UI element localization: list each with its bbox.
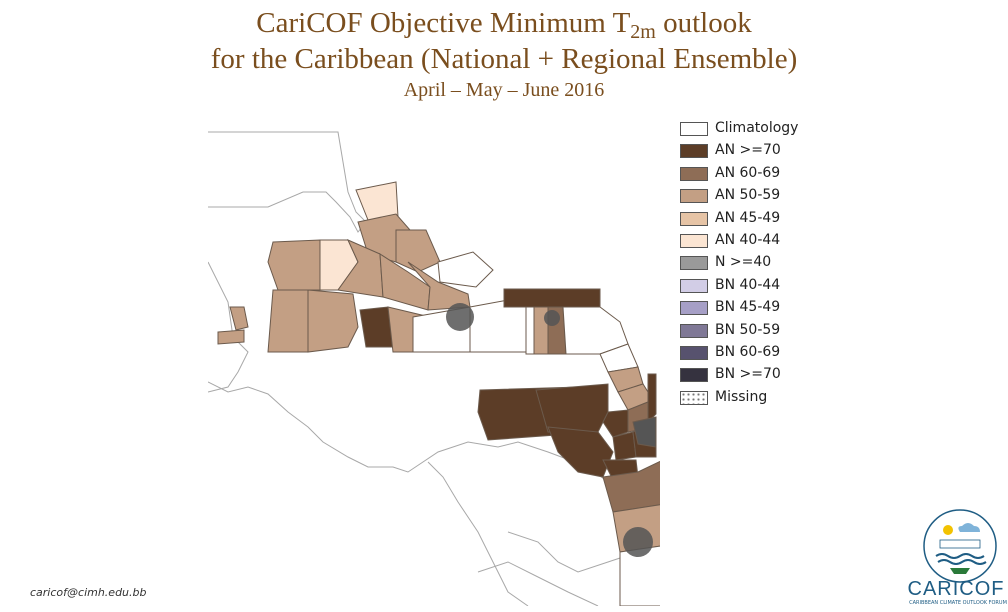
south-america-outline [427,461,529,606]
map-title-line-2: for the Caribbean (National + Regional E… [210,43,798,75]
region-colombia-coast [535,383,609,433]
contact-email: caricof@cimh.edu.bb [30,586,147,599]
legend-item: BN 50-59 [680,322,840,344]
legend-swatch [680,233,708,248]
region-jamaica-west [307,289,359,353]
region-puerto-rico-north [503,288,601,308]
legend-swatch [680,211,708,226]
map-subtitle: April – May – June 2016 [403,79,605,101]
legend-swatch [680,301,708,316]
legend-item: BN 60-69 [680,344,840,366]
caricof-logo: CARICOF [907,578,1005,600]
region-cuba-west [267,239,321,291]
region-trinidad-east [632,416,657,448]
legend-label: BN 40-44 [715,276,781,293]
legend-swatch [680,390,708,405]
region-turks-caicos [437,251,494,288]
map-title-line-1: CariCOF Objective Minimum T2m outlook [256,7,752,43]
legend-item: Climatology [680,120,840,142]
legend-item: AN >=70 [680,142,840,164]
region-st-vincent [612,431,637,461]
legend-item: Missing [680,389,840,411]
blob-puerto-rico [544,310,560,326]
legend-item: BN >=70 [680,366,840,388]
legend-label: AN 45-49 [715,209,781,226]
legend-swatch [680,144,708,159]
interior-river [507,531,639,573]
legend-label: BN 60-69 [715,343,781,360]
legend-swatch [680,323,708,338]
region-venezuela-coast [547,426,614,478]
legend-item: AN 40-44 [680,232,840,254]
legend-swatch [680,368,708,383]
legend-label: Climatology [715,120,799,136]
region-leewards [562,306,629,355]
region-bahamas-south [395,229,441,273]
caribbean-map [208,122,660,606]
legend-label: AN >=70 [715,142,781,159]
legend-label: AN 40-44 [715,231,781,248]
legend-label: AN 60-69 [715,164,781,181]
legend-swatch [680,256,708,271]
mexico-coast-outline [208,261,249,393]
region-guyana-north [602,460,660,513]
legend-label: AN 50-59 [715,187,781,204]
legend-label: N >=40 [715,254,772,271]
legend-item: BN 40-44 [680,277,840,299]
legend-item: AN 50-59 [680,187,840,209]
region-cayman [267,289,309,353]
region-jamaica [359,306,394,348]
legend-label: BN 50-59 [715,321,781,338]
interior-border [477,561,599,606]
legend-swatch [680,189,708,204]
blob-suriname [623,527,653,557]
region-dominican-republic [469,299,527,353]
region-suriname [619,545,660,606]
legend-swatch [680,122,708,136]
legend-item: N >=40 [680,254,840,276]
legend-label: Missing [715,388,768,405]
region-barbados [647,373,657,424]
legend-item: AN 60-69 [680,165,840,187]
region-puerto-rico-west [525,306,535,355]
region-cuba-central [337,239,384,298]
map-canvas [208,131,660,606]
title-subscript: 2m [630,21,656,43]
legend-swatch [680,278,708,293]
florida-outline [208,131,367,233]
blob-hispaniola [446,303,474,331]
caricof-tagline: CARIBBEAN CLIMATE OUTLOOK FORUM [909,600,1007,606]
legend-swatch [680,166,708,181]
legend-label: BN >=70 [715,366,781,383]
legend: Climatology AN >=70 AN 60-69 AN 50-59 AN 45-… [680,120,840,411]
cimh-logo [923,509,997,583]
legend-item: AN 45-49 [680,210,840,232]
region-belize-north [229,306,249,331]
legend-item: BN 45-49 [680,299,840,321]
region-belize-south [217,329,245,345]
legend-swatch [680,345,708,360]
legend-label: BN 45-49 [715,299,781,316]
